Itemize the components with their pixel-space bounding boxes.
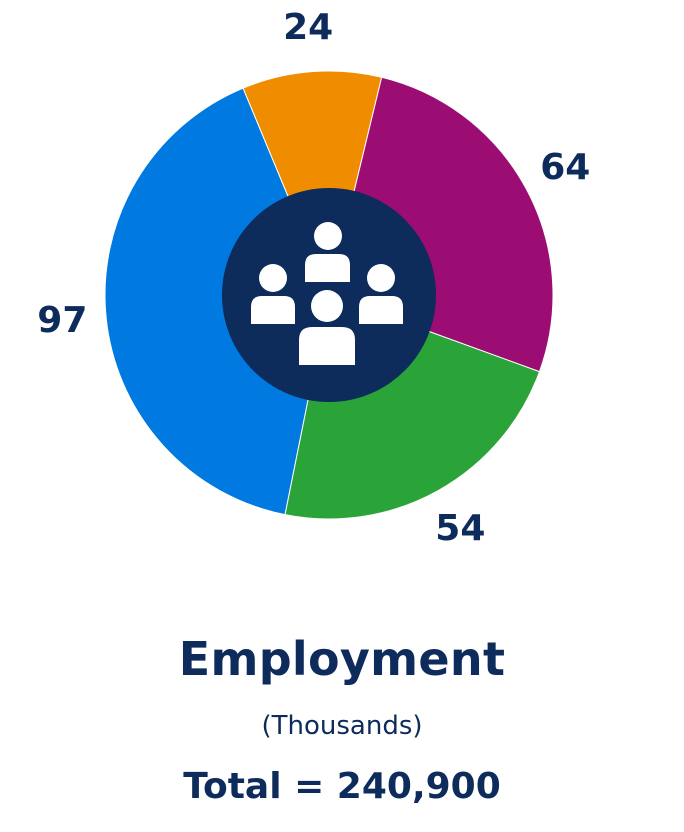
person-left [251,264,295,324]
chart-subtitle: (Thousands) [261,711,423,741]
slice-label-orange: 24 [283,6,334,48]
person-right-body [359,296,403,324]
person-right [359,264,403,324]
donut-chart: 54 97 24 64 [37,6,591,549]
chart-total: Total = 240,900 [183,766,501,807]
slice-label-blue: 97 [37,300,88,342]
person-right-head [367,264,395,292]
person-front-body [299,327,355,365]
slice-blue [104,87,330,516]
people-group-icon [251,222,403,365]
person-top [305,222,350,282]
person-top-body [305,254,350,282]
donut-chart-svg [104,70,554,520]
slice-orange [242,70,383,297]
slice-label-purple: 64 [540,147,591,189]
chart-title: Employment [178,632,506,686]
person-top-head [314,222,342,250]
slice-label-green: 54 [435,507,486,549]
person-left-head [259,264,287,292]
person-front-head [311,290,343,322]
person-front [299,290,355,365]
person-left-body [251,296,295,324]
